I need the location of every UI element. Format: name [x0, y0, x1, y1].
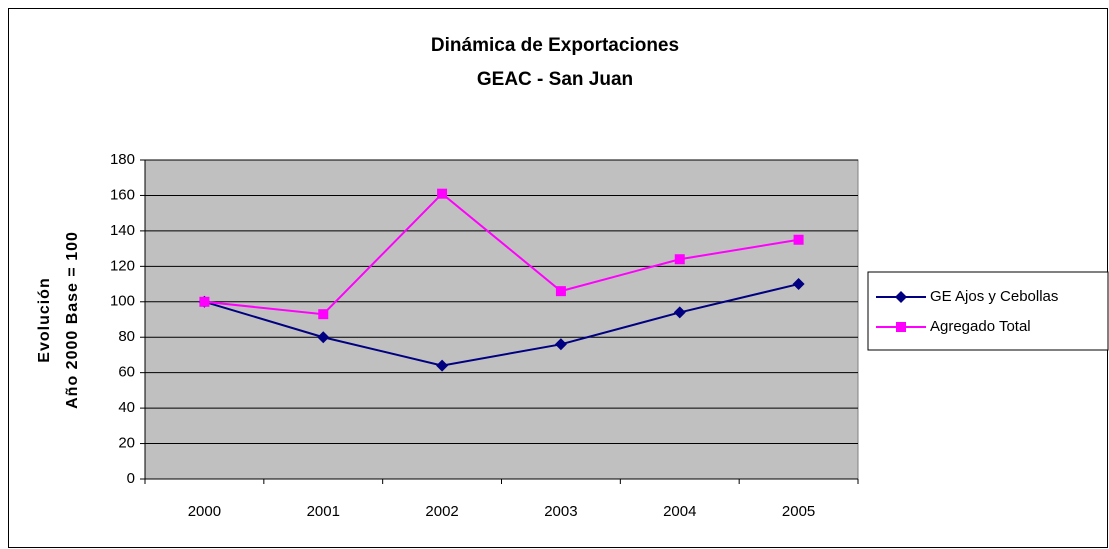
marker [792, 278, 805, 291]
marker [793, 234, 804, 245]
y-tick-label: 120 [110, 257, 135, 274]
marker [318, 309, 329, 320]
y-tick-label: 100 [110, 293, 135, 310]
y-tick-label: 0 [127, 470, 135, 487]
x-tick-label: 2004 [663, 503, 696, 520]
y-tick-label: 180 [110, 151, 135, 168]
series-line [204, 192, 799, 316]
marker [436, 359, 449, 372]
x-tick-label: 2000 [188, 503, 221, 520]
y-axis-label: Año 2000 Base = 100 [64, 231, 81, 409]
x-tick-label: 2003 [544, 503, 577, 520]
x-tick-label: 2001 [307, 503, 340, 520]
x-tick-label: 2002 [425, 503, 458, 520]
x-tick-label: 2005 [782, 503, 815, 520]
series-line [204, 283, 799, 367]
plot-area [144, 159, 859, 480]
y-tick-label: 60 [118, 364, 135, 381]
y-tick-label: 160 [110, 186, 135, 203]
y-axis-label: Evolución [36, 277, 53, 362]
marker [673, 306, 686, 319]
y-tick-label: 80 [118, 328, 135, 345]
chart-title: Dinámica de Exportaciones [431, 35, 679, 56]
marker [555, 286, 566, 297]
marker [895, 291, 907, 303]
chart-title: GEAC - San Juan [477, 69, 633, 90]
legend-label: Agregado Total [930, 318, 1031, 335]
marker [896, 322, 906, 332]
marker [199, 296, 210, 307]
legend-label: GE Ajos y Cebollas [930, 288, 1058, 305]
marker [317, 331, 330, 344]
y-tick-label: 140 [110, 222, 135, 239]
legend [867, 271, 1109, 351]
marker [554, 338, 567, 351]
marker [437, 188, 448, 199]
marker [674, 254, 685, 265]
y-tick-label: 20 [118, 435, 135, 452]
y-tick-label: 40 [118, 399, 135, 416]
